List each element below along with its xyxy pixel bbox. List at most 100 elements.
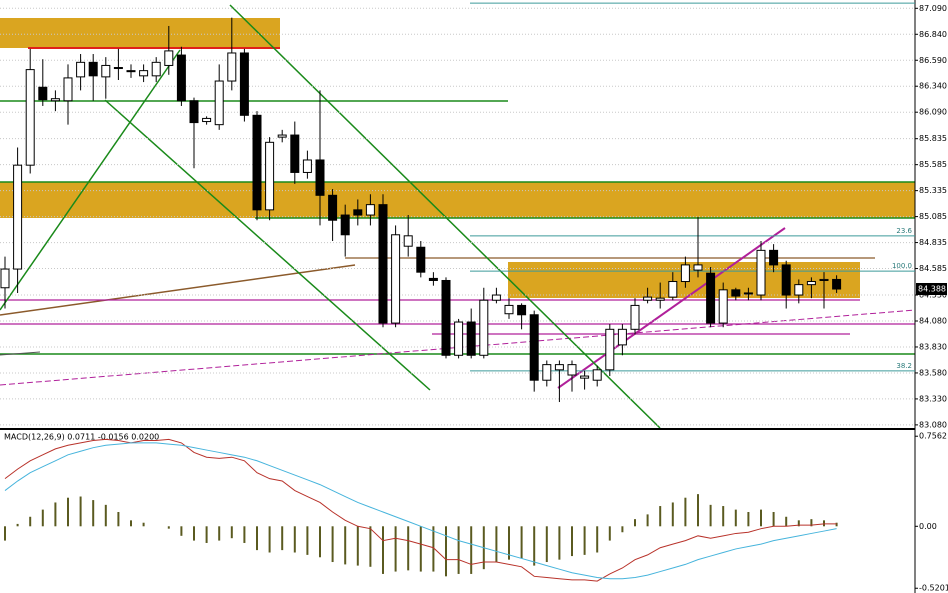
y-tick-label: 85.585: [919, 160, 947, 169]
candle-body: [176, 54, 186, 102]
trend-line: [0, 49, 181, 311]
candle-body: [76, 61, 86, 78]
fib-label: 23.6: [896, 227, 912, 235]
y-tick-label: 84.330: [919, 291, 947, 300]
y-tick-label: 83.330: [919, 394, 947, 403]
candle-body: [479, 299, 489, 356]
candle-body: [189, 100, 199, 124]
trend-line: [0, 264, 356, 316]
candle-body: [101, 64, 111, 78]
candle-body: [743, 292, 753, 295]
candle-body: [769, 249, 779, 266]
candle-body: [554, 364, 564, 371]
candle-body: [643, 296, 653, 301]
candle-body: [731, 289, 741, 297]
y-tick-label: 83.080: [919, 420, 947, 429]
candle-body: [151, 61, 161, 77]
candle-body: [25, 69, 35, 166]
candle-body: [353, 209, 363, 216]
candle-body: [252, 114, 262, 211]
candle-body: [706, 272, 716, 324]
y-tick-label: -0.5201: [919, 584, 948, 593]
candle-body: [466, 321, 476, 356]
candle-body: [542, 364, 552, 381]
candle-body: [617, 328, 627, 346]
current-price: 84.388: [918, 285, 946, 294]
candle-body: [265, 141, 275, 211]
candle-body: [290, 134, 300, 173]
candle-body: [164, 50, 174, 66]
candle-body: [605, 328, 615, 371]
indicator-line: [4, 442, 837, 580]
trend-line: [0, 351, 41, 356]
candle-body: [504, 304, 514, 315]
candle-body: [50, 98, 60, 102]
candle-body: [315, 159, 325, 196]
trend-line: [104, 99, 431, 391]
candle-body: [680, 264, 690, 283]
indicator-label: MACD(12,26,9) 0.0711 -0.0156 0.0200: [4, 433, 159, 442]
y-tick-label: 85.085: [919, 212, 947, 221]
y-tick-label: 86.840: [919, 30, 947, 39]
y-tick-label: 84.835: [919, 238, 947, 247]
candle-body: [781, 264, 791, 296]
candle-body: [794, 284, 804, 296]
candle-body: [529, 314, 539, 381]
candle-body: [718, 289, 728, 324]
candle-body: [214, 80, 224, 126]
candle-body: [806, 281, 816, 286]
y-tick-label: 84.080: [919, 317, 947, 326]
candle-body: [454, 321, 464, 356]
y-tick-label: 86.340: [919, 82, 947, 91]
fib-label: 100.0: [892, 262, 912, 270]
candle-body: [239, 52, 249, 116]
candle-body: [340, 214, 350, 236]
candle-body: [0, 268, 10, 289]
y-tick-label: 85.335: [919, 186, 947, 195]
candle-body: [113, 67, 123, 70]
y-tick-label: 87.090: [919, 4, 947, 13]
zone: [0, 18, 280, 48]
candle-body: [126, 70, 136, 73]
y-tick-label: 86.090: [919, 108, 947, 117]
y-tick-label: 83.580: [919, 368, 947, 377]
candle-body: [832, 278, 842, 290]
candle-body: [592, 369, 602, 381]
candle-body: [227, 52, 237, 82]
y-tick-label: 86.590: [919, 56, 947, 65]
candle-body: [655, 297, 665, 301]
candle-body: [391, 234, 401, 324]
candle-body: [668, 281, 678, 298]
y-tick-label: 83.830: [919, 342, 947, 351]
candle-body: [365, 204, 375, 216]
candle-body: [756, 249, 766, 296]
zone: [0, 182, 915, 218]
fib-label: 38.2: [896, 362, 912, 370]
trend-line: [557, 227, 786, 389]
y-tick-label: 84.585: [919, 264, 947, 273]
candle-body: [328, 194, 338, 221]
candle-body: [202, 117, 212, 123]
candle-body: [13, 164, 23, 270]
candle-body: [416, 246, 426, 273]
candle-body: [139, 70, 149, 77]
candle-body: [630, 304, 640, 330]
candle-body: [491, 294, 501, 301]
candle-body: [378, 204, 388, 324]
candle-body: [428, 277, 438, 281]
candle-body: [63, 77, 73, 102]
candle-body: [403, 235, 413, 247]
candle-body: [38, 86, 48, 101]
candle-body: [277, 134, 287, 138]
y-tick-label: 0.7562: [919, 432, 947, 441]
candle-body: [88, 61, 98, 77]
candle-body: [580, 375, 590, 379]
candle-body: [819, 278, 829, 281]
candle-body: [567, 364, 577, 376]
fib-label: 0.0: [901, 0, 912, 2]
y-tick-label: 0.00: [919, 522, 937, 531]
candle-body: [302, 159, 312, 173]
candle-body: [441, 279, 451, 356]
